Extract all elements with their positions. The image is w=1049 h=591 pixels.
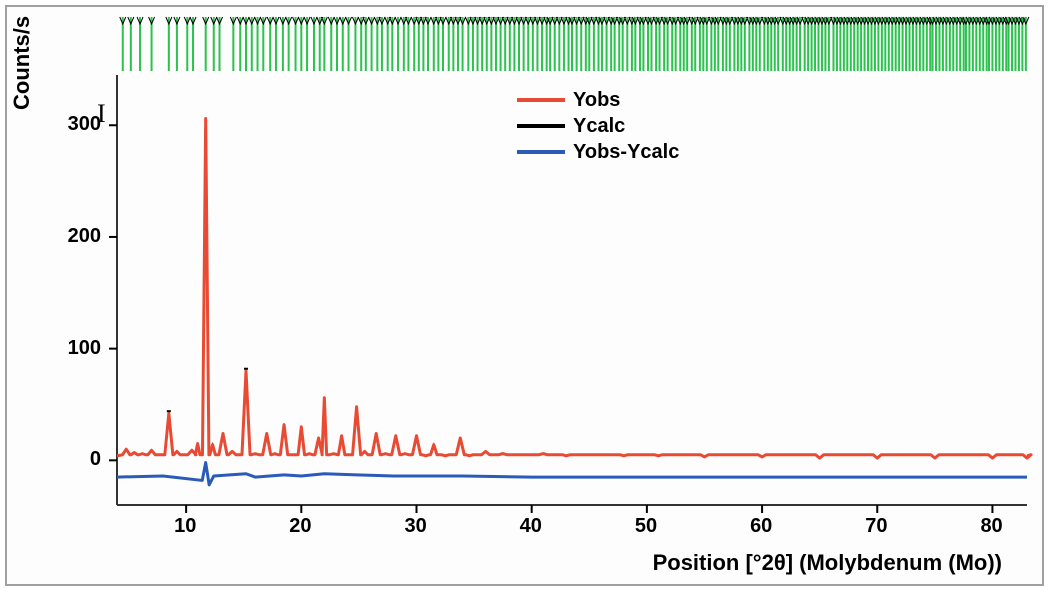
x-tick-label: 70	[865, 515, 887, 538]
chart-container: I Counts/s Position [°2θ] (Molybdenum (M…	[5, 5, 1044, 586]
legend-item-ycalc: Ycalc	[517, 113, 679, 139]
x-tick-label: 10	[174, 515, 196, 538]
legend-swatch-ycalc	[517, 124, 565, 128]
y-axis-label: Counts/s	[9, 16, 35, 110]
x-tick-label: 30	[404, 515, 426, 538]
y-tick-label: 0	[90, 448, 101, 471]
legend-label-ydiff: Yobs-Ycalc	[573, 141, 679, 164]
legend-label-yobs: Yobs	[573, 89, 620, 112]
x-tick-label: 50	[635, 515, 657, 538]
x-tick-label: 80	[980, 515, 1002, 538]
y-tick-label: 300	[68, 113, 101, 136]
legend-item-yobs: Yobs	[517, 87, 679, 113]
x-axis-label: Position [°2θ] (Molybdenum (Mo))	[653, 550, 1002, 576]
chart-inner: I Counts/s Position [°2θ] (Molybdenum (M…	[17, 15, 1032, 574]
legend-swatch-yobs	[517, 98, 565, 102]
legend-label-ycalc: Ycalc	[573, 115, 625, 138]
y-tick-label: 200	[68, 225, 101, 248]
legend-swatch-ydiff	[517, 150, 565, 154]
legend-item-ydiff: Yobs-Ycalc	[517, 139, 679, 165]
x-tick-label: 60	[750, 515, 772, 538]
x-tick-label: 40	[520, 515, 542, 538]
x-tick-label: 20	[289, 515, 311, 538]
legend: Yobs Ycalc Yobs-Ycalc	[517, 87, 679, 165]
y-tick-label: 100	[68, 337, 101, 360]
